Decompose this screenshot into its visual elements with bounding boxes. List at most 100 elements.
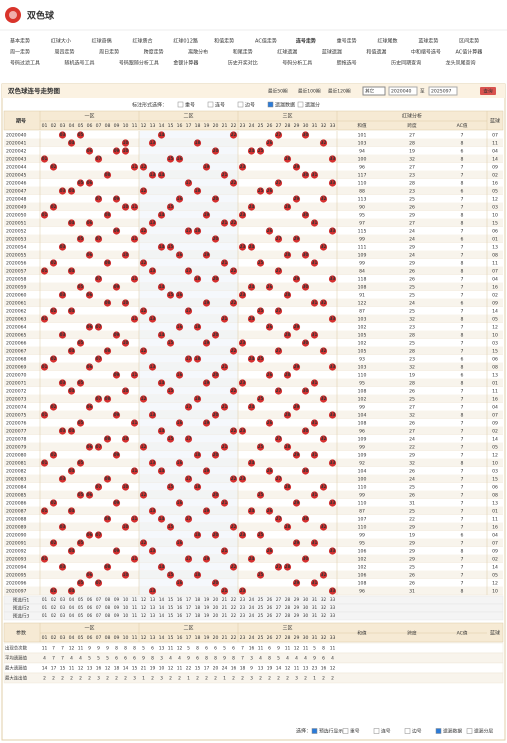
preselect-number[interactable]: 10 <box>123 597 129 602</box>
preselect-number[interactable]: 18 <box>195 597 201 602</box>
preselect-number[interactable]: 19 <box>204 597 210 602</box>
preselect-number[interactable]: 21 <box>222 605 228 610</box>
preselect-number[interactable]: 12 <box>141 605 147 610</box>
checkbox-label[interactable]: 重号 <box>350 728 360 735</box>
preselect-number[interactable]: 33 <box>330 605 336 610</box>
query-button[interactable] <box>480 87 496 95</box>
nav-link[interactable]: 跨度走势 <box>144 49 164 56</box>
preselect-number[interactable]: 29 <box>294 605 300 610</box>
nav-link[interactable]: 和值遗漏 <box>366 49 386 56</box>
preselect-number[interactable]: 25 <box>258 605 264 610</box>
preselect-number[interactable]: 29 <box>294 613 300 618</box>
checkbox-label[interactable]: 重号 <box>185 102 195 109</box>
checkbox[interactable] <box>435 728 442 734</box>
checkbox[interactable] <box>342 728 349 734</box>
preselect-number[interactable]: 27 <box>276 605 282 610</box>
nav-link[interactable]: 号码过滤工具 <box>10 60 40 67</box>
preselect-number[interactable]: 08 <box>105 597 111 602</box>
to-box[interactable] <box>428 86 458 96</box>
nav-link[interactable]: 历史同期查询 <box>391 60 421 67</box>
checkbox-label[interactable]: 遗漏数据 <box>275 102 295 109</box>
preselect-number[interactable]: 22 <box>231 605 237 610</box>
preselect-number[interactable]: 18 <box>195 605 201 610</box>
preselect-number[interactable]: 07 <box>96 597 102 602</box>
nav-link[interactable]: 胆拖选号 <box>337 60 357 67</box>
nav-link[interactable]: AC值走势 <box>255 38 277 45</box>
preselect-number[interactable]: 03 <box>60 597 66 602</box>
preselect-number[interactable]: 20 <box>213 605 219 610</box>
checkbox[interactable] <box>237 101 244 108</box>
preselect-number[interactable]: 19 <box>204 613 210 618</box>
query-label[interactable]: 查询 <box>483 88 493 95</box>
preselect-number[interactable]: 13 <box>150 605 156 610</box>
preselect-number[interactable]: 23 <box>240 597 246 602</box>
preselect-number[interactable]: 31 <box>312 597 318 602</box>
preselect-number[interactable]: 33 <box>330 613 336 618</box>
preselect-number[interactable]: 28 <box>285 597 291 602</box>
nav-link[interactable]: 连号走势 <box>296 38 316 45</box>
preselect-number[interactable]: 04 <box>69 613 75 618</box>
nav-link[interactable]: 和尾走势 <box>233 49 253 56</box>
preselect-number[interactable]: 24 <box>249 605 255 610</box>
preselect-number[interactable]: 15 <box>168 605 174 610</box>
preselect-number[interactable]: 07 <box>96 605 102 610</box>
preselect-number[interactable]: 28 <box>285 605 291 610</box>
preselect-number[interactable]: 04 <box>69 605 75 610</box>
preselect-number[interactable]: 08 <box>105 605 111 610</box>
preselect-number[interactable]: 06 <box>87 597 93 602</box>
nav-link[interactable]: 蓝球遗漏 <box>322 49 342 56</box>
nav-link[interactable]: 离散分布 <box>188 49 208 56</box>
nav-link[interactable]: 历史开奖对比 <box>228 60 258 67</box>
preselect-number[interactable]: 32 <box>321 613 327 618</box>
preselect-number[interactable]: 09 <box>114 613 120 618</box>
range-link[interactable]: 最近50期 <box>268 88 288 95</box>
preselect-number[interactable]: 22 <box>231 613 237 618</box>
preselect-number[interactable]: 20 <box>213 613 219 618</box>
range-link[interactable]: 最近120期 <box>328 88 351 95</box>
preselect-number[interactable]: 16 <box>177 605 183 610</box>
checkbox[interactable] <box>207 101 214 108</box>
checkbox[interactable] <box>466 728 473 734</box>
preselect-number[interactable]: 10 <box>123 613 129 618</box>
preselect-number[interactable]: 30 <box>303 597 309 602</box>
preselect-number[interactable]: 24 <box>249 597 255 602</box>
preselect-number[interactable]: 11 <box>132 613 138 618</box>
preselect-number[interactable]: 03 <box>60 613 66 618</box>
preselect-number[interactable]: 28 <box>285 613 291 618</box>
nav-link[interactable]: 红球奇偶 <box>92 38 112 45</box>
nav-link[interactable]: 金额计算器 <box>173 60 198 67</box>
preselect-number[interactable]: 23 <box>240 605 246 610</box>
preselect-number[interactable]: 21 <box>222 597 228 602</box>
nav-link[interactable]: 红球012路 <box>173 38 198 45</box>
nav-link[interactable]: 龙头凤尾查询 <box>446 60 476 67</box>
preselect-number[interactable]: 06 <box>87 613 93 618</box>
preselect-number[interactable]: 11 <box>132 597 138 602</box>
preselect-number[interactable]: 02 <box>51 597 57 602</box>
checkbox[interactable] <box>177 101 184 108</box>
preselect-number[interactable]: 13 <box>150 613 156 618</box>
preselect-number[interactable]: 19 <box>204 605 210 610</box>
nav-link[interactable]: 红球大小 <box>51 38 71 45</box>
nav-link[interactable]: 周日走势 <box>99 49 119 56</box>
checkbox[interactable] <box>267 101 274 108</box>
preselect-number[interactable]: 25 <box>258 613 264 618</box>
preselect-number[interactable]: 26 <box>267 597 273 602</box>
preselect-number[interactable]: 01 <box>42 597 48 602</box>
preselect-number[interactable]: 14 <box>159 597 165 602</box>
preselect-number[interactable]: 09 <box>114 597 120 602</box>
preselect-number[interactable]: 27 <box>276 597 282 602</box>
nav-link[interactable]: 号码分析工具 <box>282 60 312 67</box>
preselect-number[interactable]: 15 <box>168 597 174 602</box>
preselect-number[interactable]: 01 <box>42 605 48 610</box>
preselect-number[interactable]: 27 <box>276 613 282 618</box>
preselect-number[interactable]: 26 <box>267 605 273 610</box>
preselect-number[interactable]: 22 <box>231 597 237 602</box>
preselect-number[interactable]: 33 <box>330 597 336 602</box>
preselect-number[interactable]: 24 <box>249 613 255 618</box>
preselect-number[interactable]: 01 <box>42 613 48 618</box>
preselect-number[interactable]: 05 <box>78 605 84 610</box>
preselect-number[interactable]: 02 <box>51 613 57 618</box>
nav-link[interactable]: 红球质合 <box>133 38 153 45</box>
checkbox-label[interactable]: 遗漏分层 <box>474 728 493 735</box>
checkbox-label[interactable]: 预选行显示 <box>319 728 343 735</box>
